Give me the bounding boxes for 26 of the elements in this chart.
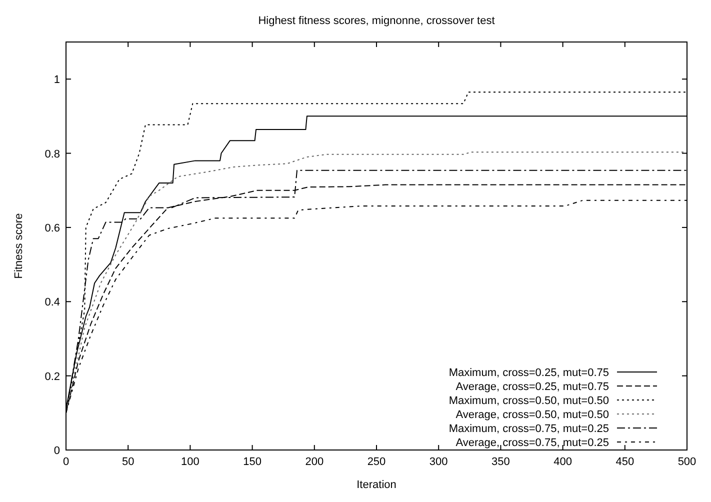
y-axis-title: Fitness score xyxy=(13,213,25,279)
x-axis-title: Iteration xyxy=(356,479,396,491)
y-tick-label: 0.6 xyxy=(44,222,60,234)
x-tick-label: 450 xyxy=(616,456,634,468)
legend-label: Maximum, cross=0.75, mut=0.25 xyxy=(448,423,609,435)
x-tick-label: 250 xyxy=(367,456,386,468)
y-tick-label: 0.4 xyxy=(44,296,60,309)
legend-label: Average, cross=0.25, mut=0.75 xyxy=(456,381,609,393)
y-tick-label: 1 xyxy=(54,74,60,86)
x-tick-label: 150 xyxy=(243,456,262,468)
x-tick-label: 350 xyxy=(492,456,510,468)
y-tick-label: 0 xyxy=(54,445,60,457)
legend-label: Average, cross=0.75, mut=0.25 xyxy=(456,437,609,449)
legend-label: Maximum, cross=0.50, mut=0.50 xyxy=(448,395,609,407)
x-tick-label: 50 xyxy=(122,456,134,468)
x-tick-label: 500 xyxy=(678,456,696,468)
legend-label: Average, cross=0.50, mut=0.50 xyxy=(456,409,609,421)
y-tick-label: 0.8 xyxy=(44,148,60,160)
x-tick-label: 400 xyxy=(554,456,572,468)
y-tick-label: 0.2 xyxy=(44,370,60,383)
x-tick-label: 100 xyxy=(181,456,200,468)
x-tick-label: 0 xyxy=(62,456,70,468)
chart-title: Highest fitness scores, mignonne, crossover test xyxy=(258,15,495,27)
legend-label: Maximum, cross=0.25, mut=0.75 xyxy=(448,367,609,379)
x-tick-label: 300 xyxy=(429,456,448,468)
x-tick-label: 200 xyxy=(305,456,324,468)
